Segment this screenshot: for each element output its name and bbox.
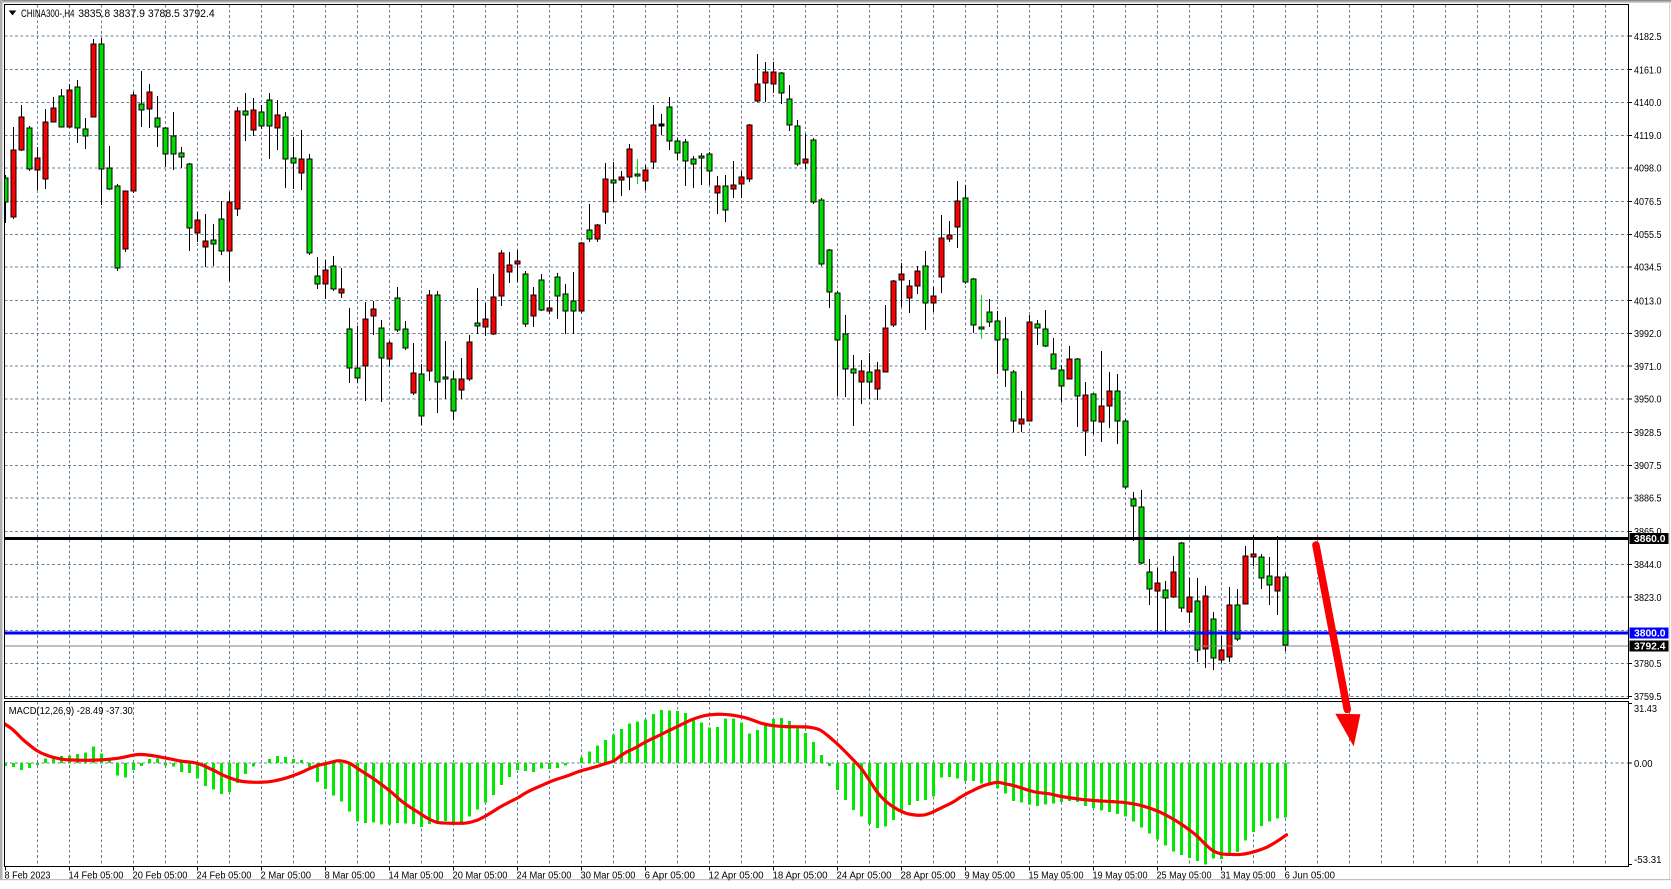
svg-text:8 Feb 2023: 8 Feb 2023 xyxy=(5,870,51,881)
svg-text:3860.0: 3860.0 xyxy=(1634,534,1666,545)
svg-text:4140.0: 4140.0 xyxy=(1634,98,1662,109)
svg-text:4119.0: 4119.0 xyxy=(1634,131,1662,142)
svg-text:19 May 05:00: 19 May 05:00 xyxy=(1093,870,1148,881)
svg-text:18 Apr 05:00: 18 Apr 05:00 xyxy=(773,870,828,881)
svg-text:4055.5: 4055.5 xyxy=(1634,230,1662,241)
svg-text:24 Feb 05:00: 24 Feb 05:00 xyxy=(197,870,252,881)
svg-text:3992.0: 3992.0 xyxy=(1634,329,1662,340)
svg-text:4161.0: 4161.0 xyxy=(1634,65,1662,76)
svg-text:31.43: 31.43 xyxy=(1634,704,1657,715)
svg-text:4182.5: 4182.5 xyxy=(1634,32,1662,43)
svg-text:31 May 05:00: 31 May 05:00 xyxy=(1221,870,1276,881)
svg-text:3759.5: 3759.5 xyxy=(1634,692,1662,703)
svg-text:28 Apr 05:00: 28 Apr 05:00 xyxy=(901,870,956,881)
svg-text:6 Apr 05:00: 6 Apr 05:00 xyxy=(645,870,696,881)
svg-text:3844.0: 3844.0 xyxy=(1634,560,1662,571)
svg-text:2 Mar 05:00: 2 Mar 05:00 xyxy=(261,870,312,881)
svg-text:14 Feb 05:00: 14 Feb 05:00 xyxy=(69,870,124,881)
svg-text:3800.0: 3800.0 xyxy=(1634,629,1666,640)
svg-text:4034.5: 4034.5 xyxy=(1634,263,1662,274)
svg-text:4098.0: 4098.0 xyxy=(1634,164,1662,175)
svg-text:3823.0: 3823.0 xyxy=(1634,593,1662,604)
svg-text:4076.5: 4076.5 xyxy=(1634,197,1662,208)
svg-text:15 May 05:00: 15 May 05:00 xyxy=(1029,870,1084,881)
svg-text:3971.0: 3971.0 xyxy=(1634,362,1662,373)
svg-text:24 Mar 05:00: 24 Mar 05:00 xyxy=(517,870,572,881)
svg-text:0.00: 0.00 xyxy=(1634,759,1653,770)
svg-text:3950.0: 3950.0 xyxy=(1634,395,1662,406)
svg-text:24 Apr 05:00: 24 Apr 05:00 xyxy=(837,870,892,881)
svg-text:25 May 05:00: 25 May 05:00 xyxy=(1157,870,1212,881)
svg-text:MACD(12,26,9) -28.49 -37.30: MACD(12,26,9) -28.49 -37.30 xyxy=(9,705,133,717)
svg-text:30 Mar 05:00: 30 Mar 05:00 xyxy=(581,870,636,881)
svg-text:3928.5: 3928.5 xyxy=(1634,428,1662,439)
svg-text:9 May 05:00: 9 May 05:00 xyxy=(965,870,1016,881)
svg-text:-53.31: -53.31 xyxy=(1634,855,1662,866)
svg-text:6 Jun 05:00: 6 Jun 05:00 xyxy=(1285,870,1336,881)
svg-text:3835.8 3837.9 3788.5 3792.4: 3835.8 3837.9 3788.5 3792.4 xyxy=(78,8,215,20)
svg-text:3792.4: 3792.4 xyxy=(1634,642,1666,653)
svg-text:20 Feb 05:00: 20 Feb 05:00 xyxy=(133,870,188,881)
svg-text:12 Apr 05:00: 12 Apr 05:00 xyxy=(709,870,764,881)
svg-text:20 Mar 05:00: 20 Mar 05:00 xyxy=(453,870,508,881)
svg-text:3907.5: 3907.5 xyxy=(1634,461,1662,472)
svg-text:3865.0: 3865.0 xyxy=(1634,527,1662,538)
svg-text:8 Mar 05:00: 8 Mar 05:00 xyxy=(325,870,376,881)
svg-text:14 Mar 05:00: 14 Mar 05:00 xyxy=(389,870,444,881)
svg-text:3780.5: 3780.5 xyxy=(1634,659,1662,670)
svg-text:4013.0: 4013.0 xyxy=(1634,296,1662,307)
svg-text:CHINA300-,H4: CHINA300-,H4 xyxy=(21,8,75,20)
svg-text:3886.5: 3886.5 xyxy=(1634,494,1662,505)
